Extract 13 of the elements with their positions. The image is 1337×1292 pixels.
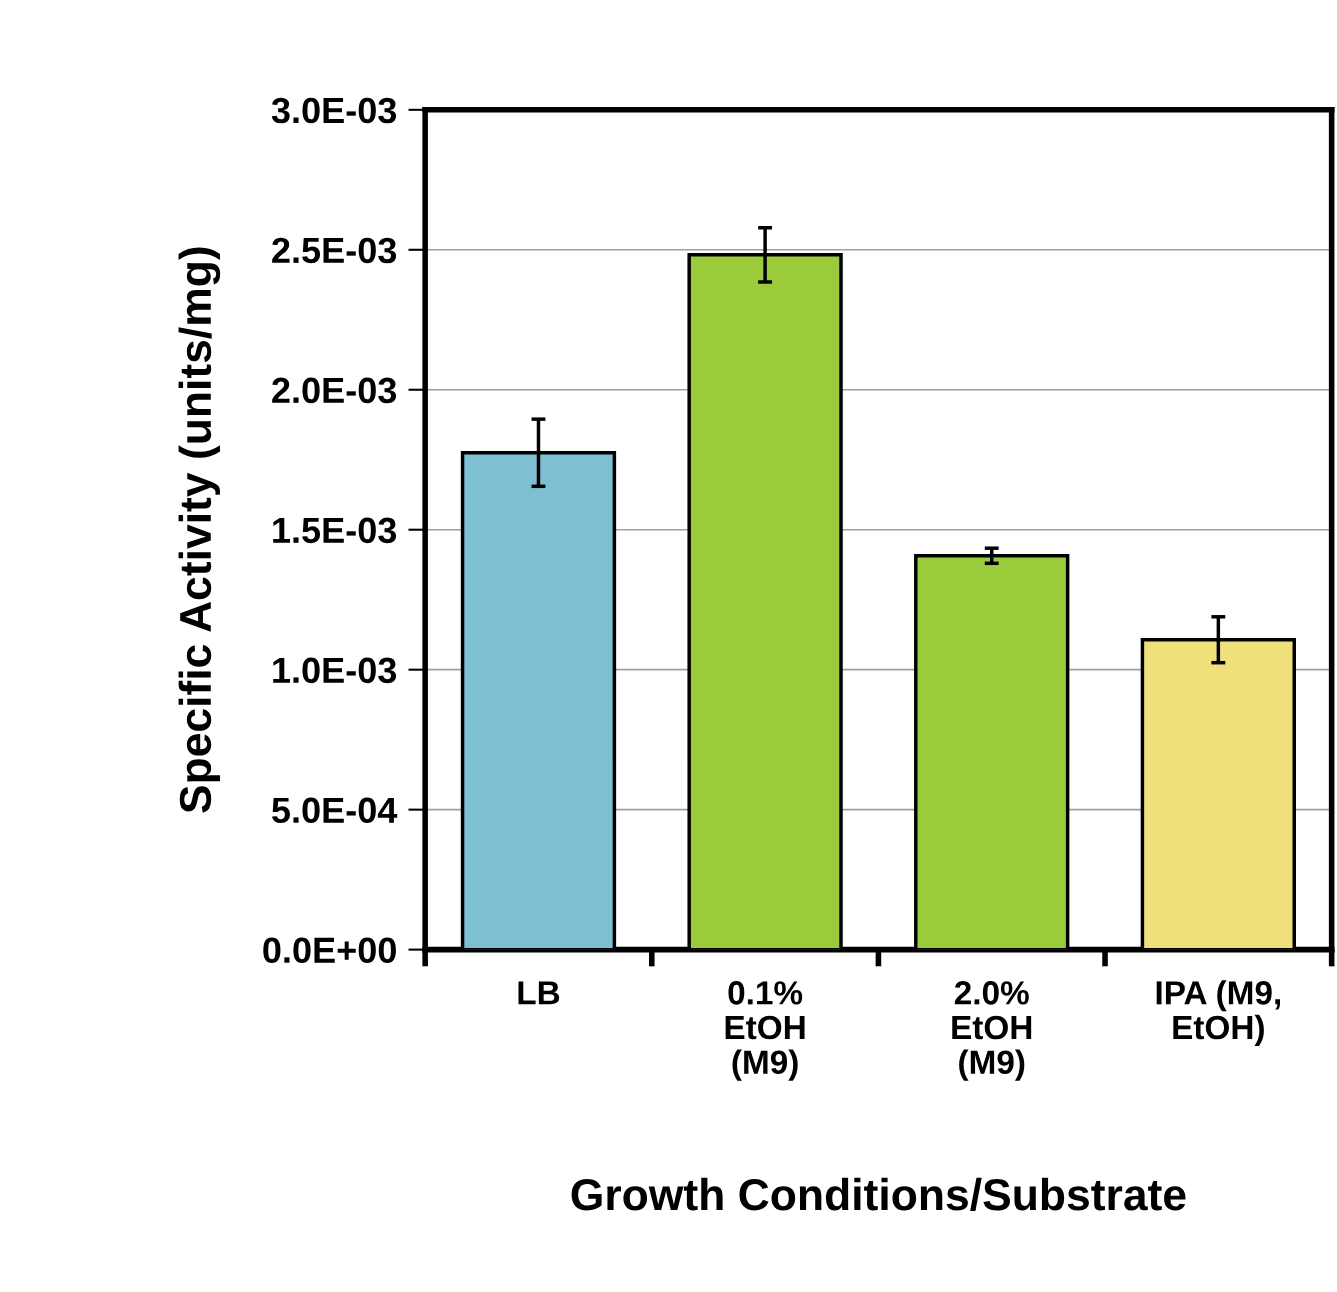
x-tick-label: 0.1% EtOH (M9) <box>725 981 805 1081</box>
y-tick-label: 1.0E-03 <box>273 657 397 684</box>
y-tick-label: 2.5E-03 <box>272 237 397 264</box>
y-tick-label: 5.0E-04 <box>272 797 398 824</box>
y-tick-label: 2.0E-03 <box>272 377 397 404</box>
x-tick-label: LB <box>518 981 560 1005</box>
y-axis-title: Specific Activity (units/mg) <box>178 247 221 813</box>
x-tick-label: IPA (M9, EtOH) <box>1156 980 1281 1046</box>
y-tick-label: 3.0E-03 <box>271 97 397 124</box>
y-tick-label: 0.0E+00 <box>263 937 396 964</box>
y-tick-label: 1.5E-03 <box>273 517 397 544</box>
x-tick-label: 2.0% EtOH (M9) <box>952 981 1032 1081</box>
x-axis-title: Growth Conditions/Substrate <box>571 1177 1186 1211</box>
